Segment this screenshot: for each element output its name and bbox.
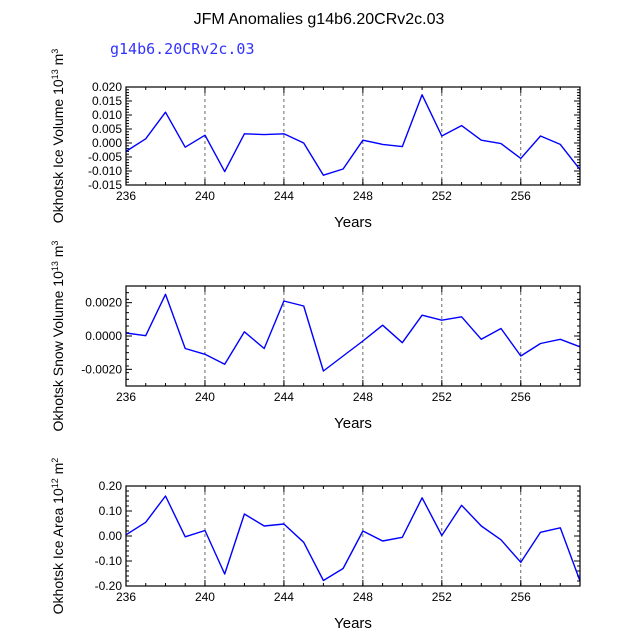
y-tick-label: 0.0020 bbox=[85, 296, 122, 310]
y-tick-label: -0.010 bbox=[88, 164, 122, 178]
y-axis-label-superscript: 13 bbox=[50, 261, 60, 271]
y-tick-label: -0.015 bbox=[88, 178, 122, 192]
y-axis-label-text: Okhotsk Ice Volume 10 bbox=[50, 79, 66, 223]
y-axis-label-superscript: 13 bbox=[50, 69, 60, 79]
x-tick-label: 236 bbox=[116, 189, 136, 203]
y-axis-label-text: m bbox=[50, 463, 66, 479]
x-tick-label: 240 bbox=[195, 390, 215, 404]
x-tick-label: 252 bbox=[432, 590, 452, 604]
y-tick-label: -0.20 bbox=[95, 579, 123, 593]
y-axis-label-text: m bbox=[50, 246, 66, 262]
x-tick-label: 236 bbox=[116, 390, 136, 404]
y-tick-label: 0.20 bbox=[99, 479, 123, 493]
y-axis-label-superscript: 2 bbox=[50, 458, 60, 463]
x-tick-label: 248 bbox=[353, 390, 373, 404]
y-tick-label: 0.00 bbox=[99, 529, 123, 543]
y-axis-label-text: m bbox=[50, 54, 66, 70]
x-axis-label: Years bbox=[334, 615, 372, 632]
y-tick-label: 0.015 bbox=[92, 94, 122, 108]
y-axis-label-superscript: 3 bbox=[50, 49, 60, 54]
series-line bbox=[125, 293, 581, 372]
x-tick-label: 256 bbox=[511, 189, 531, 203]
y-tick-label: 0.020 bbox=[92, 80, 122, 94]
x-tick-label: 256 bbox=[511, 590, 531, 604]
y-tick-label: 0.0000 bbox=[85, 329, 122, 343]
y-axis-label: Okhotsk Ice Volume 1013 m3 bbox=[50, 49, 66, 224]
panel-2: 236 240 244 248 252 256 -0.0020 0.0000 0.0020 Yea… bbox=[50, 241, 581, 432]
y-tick-label: 0.10 bbox=[99, 504, 123, 518]
x-tick-label: 248 bbox=[353, 590, 373, 604]
x-tick-label: 244 bbox=[274, 590, 294, 604]
y-axis-label: Okhotsk Ice Area 1012 m2 bbox=[50, 458, 66, 615]
y-tick-label: -0.10 bbox=[95, 554, 123, 568]
y-axis-label-superscript: 3 bbox=[50, 241, 60, 246]
panel-3: 236 240 244 248 252 256 -0.20 -0.10 0.00 0.10 0.20… bbox=[50, 458, 581, 632]
y-tick-label: -0.0020 bbox=[81, 362, 122, 376]
series-line bbox=[125, 495, 581, 582]
x-axis-label: Years bbox=[334, 415, 372, 432]
x-tick-label: 236 bbox=[116, 590, 136, 604]
y-tick-label: 0.010 bbox=[92, 108, 122, 122]
x-tick-label: 244 bbox=[274, 189, 294, 203]
figure-title: JFM Anomalies g14b6.20CRv2c.03 bbox=[194, 11, 445, 28]
y-tick-label: 0.005 bbox=[92, 122, 122, 136]
x-tick-label: 240 bbox=[195, 189, 215, 203]
x-tick-label: 252 bbox=[432, 189, 452, 203]
x-tick-label: 248 bbox=[353, 189, 373, 203]
series-line bbox=[125, 94, 581, 176]
x-tick-label: 252 bbox=[432, 390, 452, 404]
y-axis-label-superscript: 12 bbox=[50, 478, 60, 488]
panel-1: 236 240 244 248 252 256-0.015-0.010-0.0050.00… bbox=[50, 49, 581, 231]
x-tick-label: 240 bbox=[195, 590, 215, 604]
plot-frame bbox=[125, 485, 581, 587]
figure-subtitle: g14b6.20CRv2c.03 bbox=[110, 40, 255, 58]
y-axis-label: Okhotsk Snow Volume 1013 m3 bbox=[50, 241, 66, 432]
x-tick-label: 244 bbox=[274, 390, 294, 404]
y-tick-label: 0.000 bbox=[92, 136, 122, 150]
y-axis-label-text: Okhotsk Snow Volume 10 bbox=[50, 271, 66, 432]
y-tick-label: -0.005 bbox=[88, 150, 122, 164]
y-axis-label-text: Okhotsk Ice Area 10 bbox=[50, 488, 66, 614]
x-tick-label: 256 bbox=[511, 390, 531, 404]
panels: 236 240 244 248 252 256-0.015-0.010-0.0050.00… bbox=[50, 49, 581, 632]
plot-frame bbox=[125, 285, 581, 387]
plot-frame bbox=[125, 86, 581, 186]
x-axis-label: Years bbox=[334, 214, 372, 231]
